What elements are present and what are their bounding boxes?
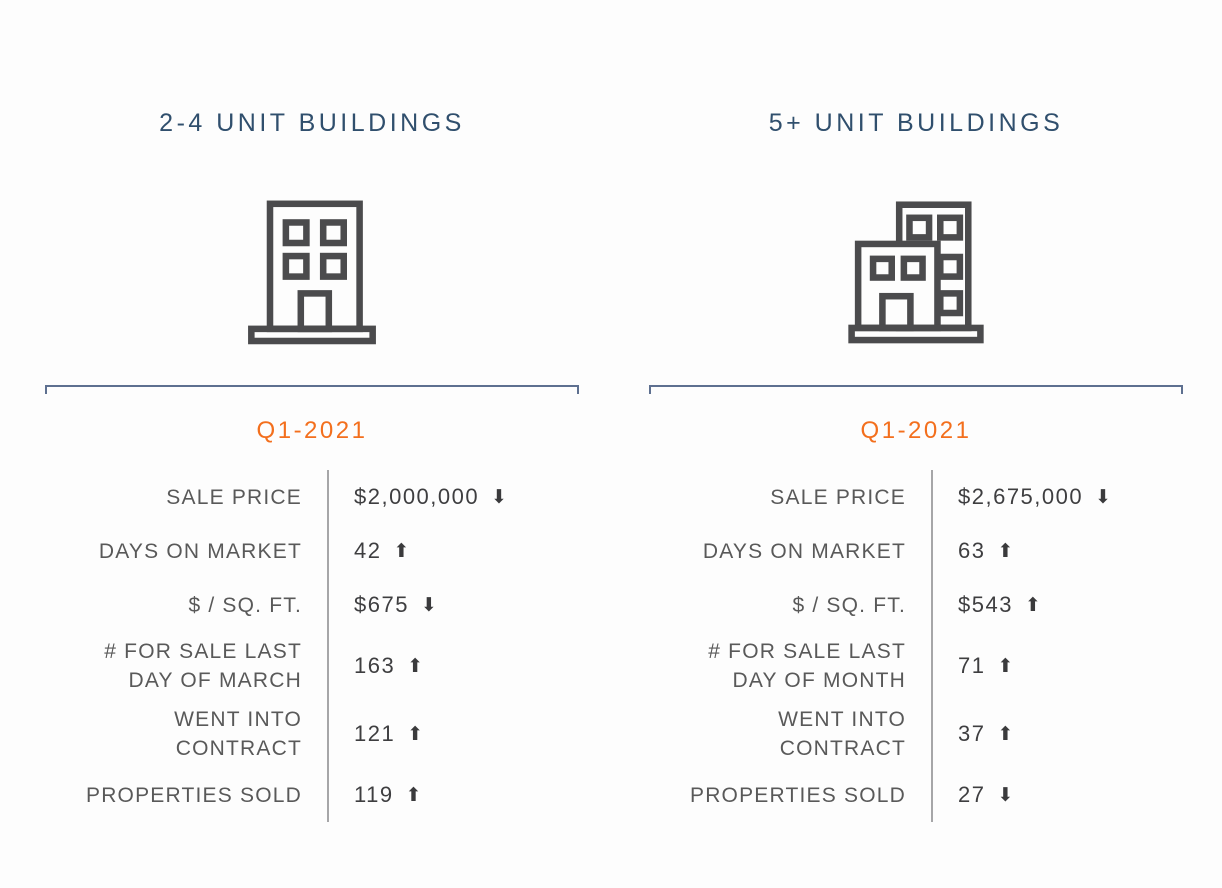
column-5plus-unit-buildings: 5+ UNIT BUILDINGS Q1-2021 SALE PRICE $2,… bbox=[649, 0, 1183, 822]
stat-value-cell: 63 ⬆ bbox=[931, 524, 1183, 578]
stat-value: 121 bbox=[354, 721, 396, 746]
period-label: Q1-2021 bbox=[860, 417, 972, 444]
stat-value-cell: 27 ⬇ bbox=[931, 768, 1183, 822]
section-divider bbox=[45, 385, 579, 394]
stat-label: SALE PRICE bbox=[770, 485, 906, 509]
stat-value-cell: 121 ⬆ bbox=[327, 700, 579, 768]
stat-label: PROPERTIES SOLD bbox=[85, 783, 302, 807]
stat-label: WENT INTO CONTRACT bbox=[174, 708, 302, 760]
stats-table: SALE PRICE $2,675,000 ⬇ DAYS ON MARKET 6… bbox=[649, 470, 1183, 822]
stat-label: PROPERTIES SOLD bbox=[689, 783, 906, 807]
trend-arrow-icon: ⬆ bbox=[997, 722, 1015, 745]
stat-value-cell: 119 ⬆ bbox=[327, 768, 579, 822]
stat-label: DAYS ON MARKET bbox=[98, 539, 302, 563]
stat-value: 63 bbox=[958, 538, 986, 563]
trend-arrow-icon: ⬆ bbox=[393, 539, 411, 562]
single-building-icon bbox=[45, 138, 579, 385]
section-divider bbox=[649, 385, 1183, 394]
stat-value-cell: $675 ⬇ bbox=[327, 578, 579, 632]
stat-value: 119 bbox=[354, 782, 394, 807]
column-title: 5+ UNIT BUILDINGS bbox=[768, 109, 1064, 137]
stat-value: $543 bbox=[958, 592, 1013, 617]
trend-arrow-icon: ⬇ bbox=[1095, 485, 1113, 508]
column-title: 2-4 UNIT BUILDINGS bbox=[159, 109, 465, 137]
stats-table: SALE PRICE $2,000,000 ⬇ DAYS ON MARKET 4… bbox=[45, 470, 579, 822]
stat-value-cell: 163 ⬆ bbox=[327, 632, 579, 700]
stat-value: 27 bbox=[958, 782, 986, 807]
stat-value-cell: $2,675,000 ⬇ bbox=[931, 470, 1183, 524]
stat-label: WENT INTO CONTRACT bbox=[778, 708, 906, 760]
stat-value: 163 bbox=[354, 653, 396, 678]
stat-label: $ / SQ. FT. bbox=[188, 593, 302, 617]
trend-arrow-icon: ⬆ bbox=[405, 783, 423, 806]
quarterly-market-report: 2-4 UNIT BUILDINGS Q1-2021 SALE PRICE $2… bbox=[45, 0, 1183, 822]
column-2-4-unit-buildings: 2-4 UNIT BUILDINGS Q1-2021 SALE PRICE $2… bbox=[45, 0, 579, 822]
stat-label: SALE PRICE bbox=[166, 485, 302, 509]
stat-value-cell: 42 ⬆ bbox=[327, 524, 579, 578]
multi-building-icon bbox=[649, 138, 1183, 385]
trend-arrow-icon: ⬇ bbox=[420, 593, 439, 616]
trend-arrow-icon: ⬇ bbox=[997, 783, 1015, 806]
stat-label: # FOR SALE LAST DAY OF MONTH bbox=[708, 640, 906, 692]
stat-value: 71 bbox=[958, 653, 986, 678]
stat-label: DAYS ON MARKET bbox=[702, 539, 906, 563]
stat-value-cell: $543 ⬆ bbox=[931, 578, 1183, 632]
stat-value-cell: 71 ⬆ bbox=[931, 632, 1183, 700]
stat-value: 37 bbox=[958, 721, 986, 746]
stat-value-cell: 37 ⬆ bbox=[931, 700, 1183, 768]
stat-value: $675 bbox=[354, 592, 409, 617]
stat-value: 42 bbox=[354, 538, 382, 563]
stat-value: $2,000,000 bbox=[354, 484, 480, 509]
trend-arrow-icon: ⬆ bbox=[407, 722, 425, 745]
trend-arrow-icon: ⬇ bbox=[491, 485, 509, 508]
trend-arrow-icon: ⬆ bbox=[1024, 593, 1043, 616]
stat-value-cell: $2,000,000 ⬇ bbox=[327, 470, 579, 524]
trend-arrow-icon: ⬆ bbox=[997, 654, 1015, 677]
period-label: Q1-2021 bbox=[256, 417, 368, 444]
trend-arrow-icon: ⬆ bbox=[997, 539, 1015, 562]
stat-label: $ / SQ. FT. bbox=[792, 593, 906, 617]
stat-value: $2,675,000 bbox=[958, 484, 1084, 509]
trend-arrow-icon: ⬆ bbox=[407, 654, 425, 677]
stat-label: # FOR SALE LAST DAY OF MARCH bbox=[104, 640, 302, 692]
